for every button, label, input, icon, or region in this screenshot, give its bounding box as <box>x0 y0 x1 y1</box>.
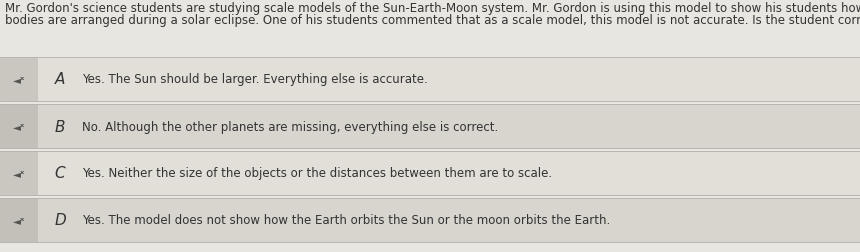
Text: Yes. The Sun should be larger. Everything else is accurate.: Yes. The Sun should be larger. Everythin… <box>82 73 427 86</box>
Bar <box>0 198 860 242</box>
Text: ◄ˣ: ◄ˣ <box>13 121 25 132</box>
Text: A: A <box>55 72 65 87</box>
Bar <box>0 151 860 195</box>
Bar <box>0 58 860 102</box>
Text: Yes. The model does not show how the Earth orbits the Sun or the moon orbits the: Yes. The model does not show how the Ear… <box>82 214 611 227</box>
Bar <box>0 105 38 148</box>
Text: ◄ˣ: ◄ˣ <box>13 215 25 225</box>
Text: bodies are arranged during a solar eclipse. One of his students commented that a: bodies are arranged during a solar eclip… <box>5 14 860 27</box>
Text: Mr. Gordon's science students are studying scale models of the Sun-Earth-Moon sy: Mr. Gordon's science students are studyi… <box>5 2 860 15</box>
Text: No. Although the other planets are missing, everything else is correct.: No. Although the other planets are missi… <box>82 120 498 133</box>
Text: Yes. Neither the size of the objects or the distances between them are to scale.: Yes. Neither the size of the objects or … <box>82 167 552 180</box>
Text: ◄ˣ: ◄ˣ <box>13 168 25 178</box>
Text: D: D <box>54 213 66 228</box>
Bar <box>0 105 860 148</box>
Text: B: B <box>55 119 65 134</box>
Bar <box>0 198 38 242</box>
Text: ◄ˣ: ◄ˣ <box>13 75 25 85</box>
Text: C: C <box>55 166 65 181</box>
Bar <box>0 58 38 102</box>
Bar <box>0 151 38 195</box>
